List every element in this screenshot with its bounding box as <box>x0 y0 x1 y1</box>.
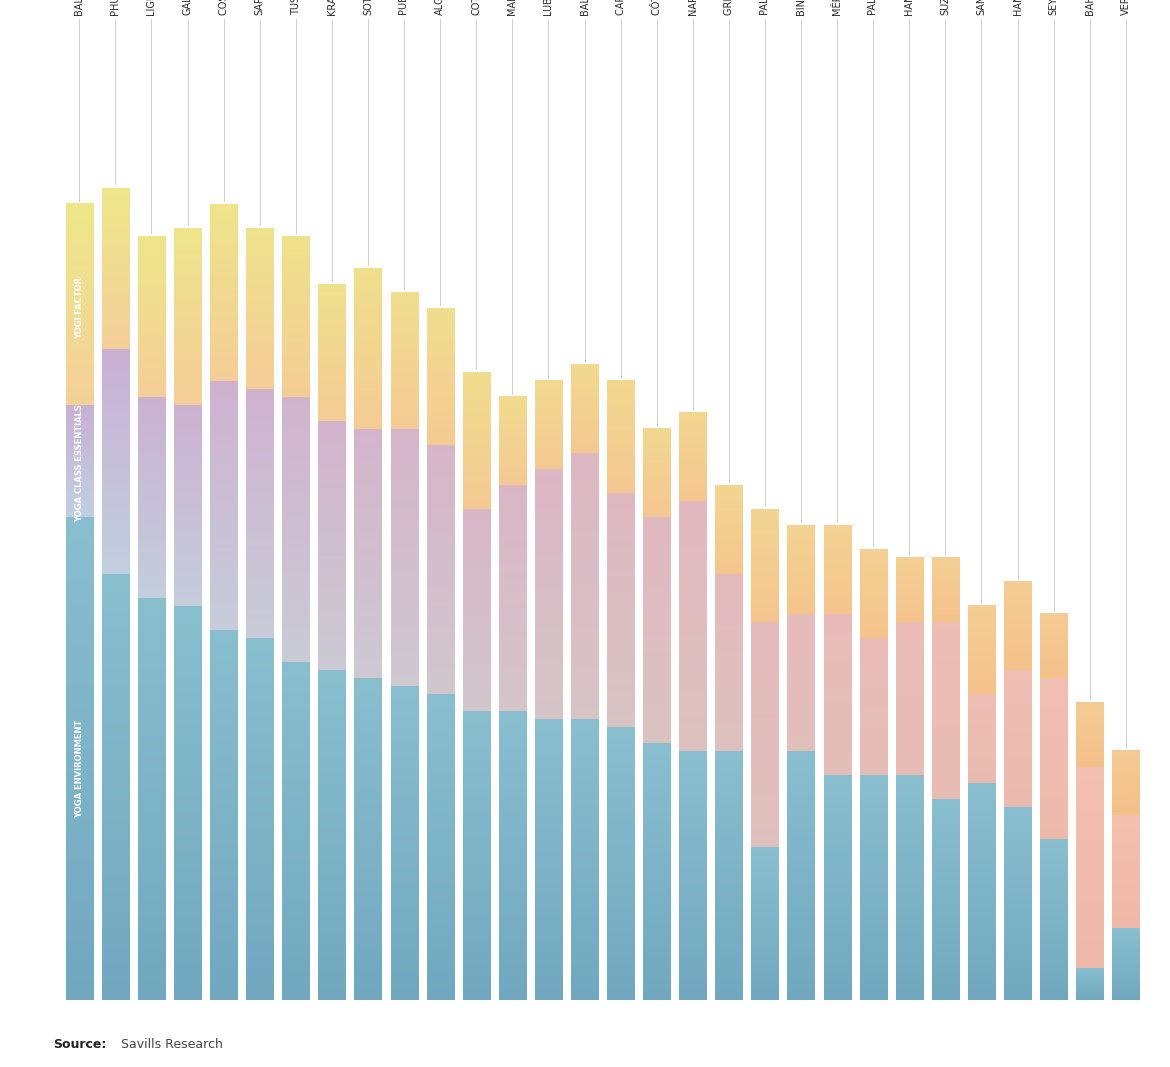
Text: BAHAMAS: BAHAMAS <box>1085 0 1095 15</box>
Text: SUZHOU: SUZHOU <box>941 0 950 15</box>
Text: CAP FERRET: CAP FERRET <box>615 0 626 15</box>
Text: Source:: Source: <box>53 1038 106 1051</box>
Text: MALDIVES: MALDIVES <box>508 0 517 15</box>
Text: VERBIER: VERBIER <box>1121 0 1131 15</box>
Text: PUERTO VALLARTA: PUERTO VALLARTA <box>399 0 410 15</box>
Text: SARDINIA: SARDINIA <box>255 0 264 15</box>
Text: LIGURIA: LIGURIA <box>146 0 157 15</box>
Text: LUBECK: LUBECK <box>543 0 553 15</box>
Text: GREEK ISLANDS: GREEK ISLANDS <box>724 0 734 15</box>
Text: COTSWOLDS: COTSWOLDS <box>472 0 481 15</box>
Text: CÔTE D’AZUR: CÔTE D’AZUR <box>652 0 662 15</box>
Text: COSTA DEL SOL: COSTA DEL SOL <box>219 0 228 15</box>
Text: GALICIA: GALICIA <box>183 0 193 15</box>
Text: SEYCHELLES: SEYCHELLES <box>1048 0 1059 15</box>
Text: BINTAN: BINTAN <box>796 0 806 15</box>
Text: MÉRIBEL: MÉRIBEL <box>832 0 842 15</box>
Text: SOTOGRANDE: SOTOGRANDE <box>363 0 373 15</box>
Text: TUSCANY: TUSCANY <box>291 0 301 15</box>
Text: YOGA ENVIRONMENT: YOGA ENVIRONMENT <box>75 719 84 817</box>
Text: YOGI FACTOR: YOGI FACTOR <box>75 277 84 339</box>
Text: ALGARVE: ALGARVE <box>435 0 445 15</box>
Text: Savills Research: Savills Research <box>117 1038 222 1051</box>
Text: SANYA: SANYA <box>977 0 986 15</box>
Text: NAPA: NAPA <box>688 0 697 15</box>
Text: HAMPTONS: HAMPTONS <box>904 0 914 15</box>
Text: BALI: BALI <box>74 0 84 15</box>
Text: PHUKET: PHUKET <box>110 0 121 15</box>
Text: BALEARICS: BALEARICS <box>579 0 590 15</box>
Text: KRABI: KRABI <box>326 0 337 15</box>
Text: HANGZHOU: HANGZHOU <box>1012 0 1023 15</box>
Text: YOGA CLASS ESSENTIALS: YOGA CLASS ESSENTIALS <box>75 404 84 523</box>
Text: PALM SPRINGS: PALM SPRINGS <box>760 0 770 15</box>
Text: PALM BEACH: PALM BEACH <box>868 0 879 15</box>
